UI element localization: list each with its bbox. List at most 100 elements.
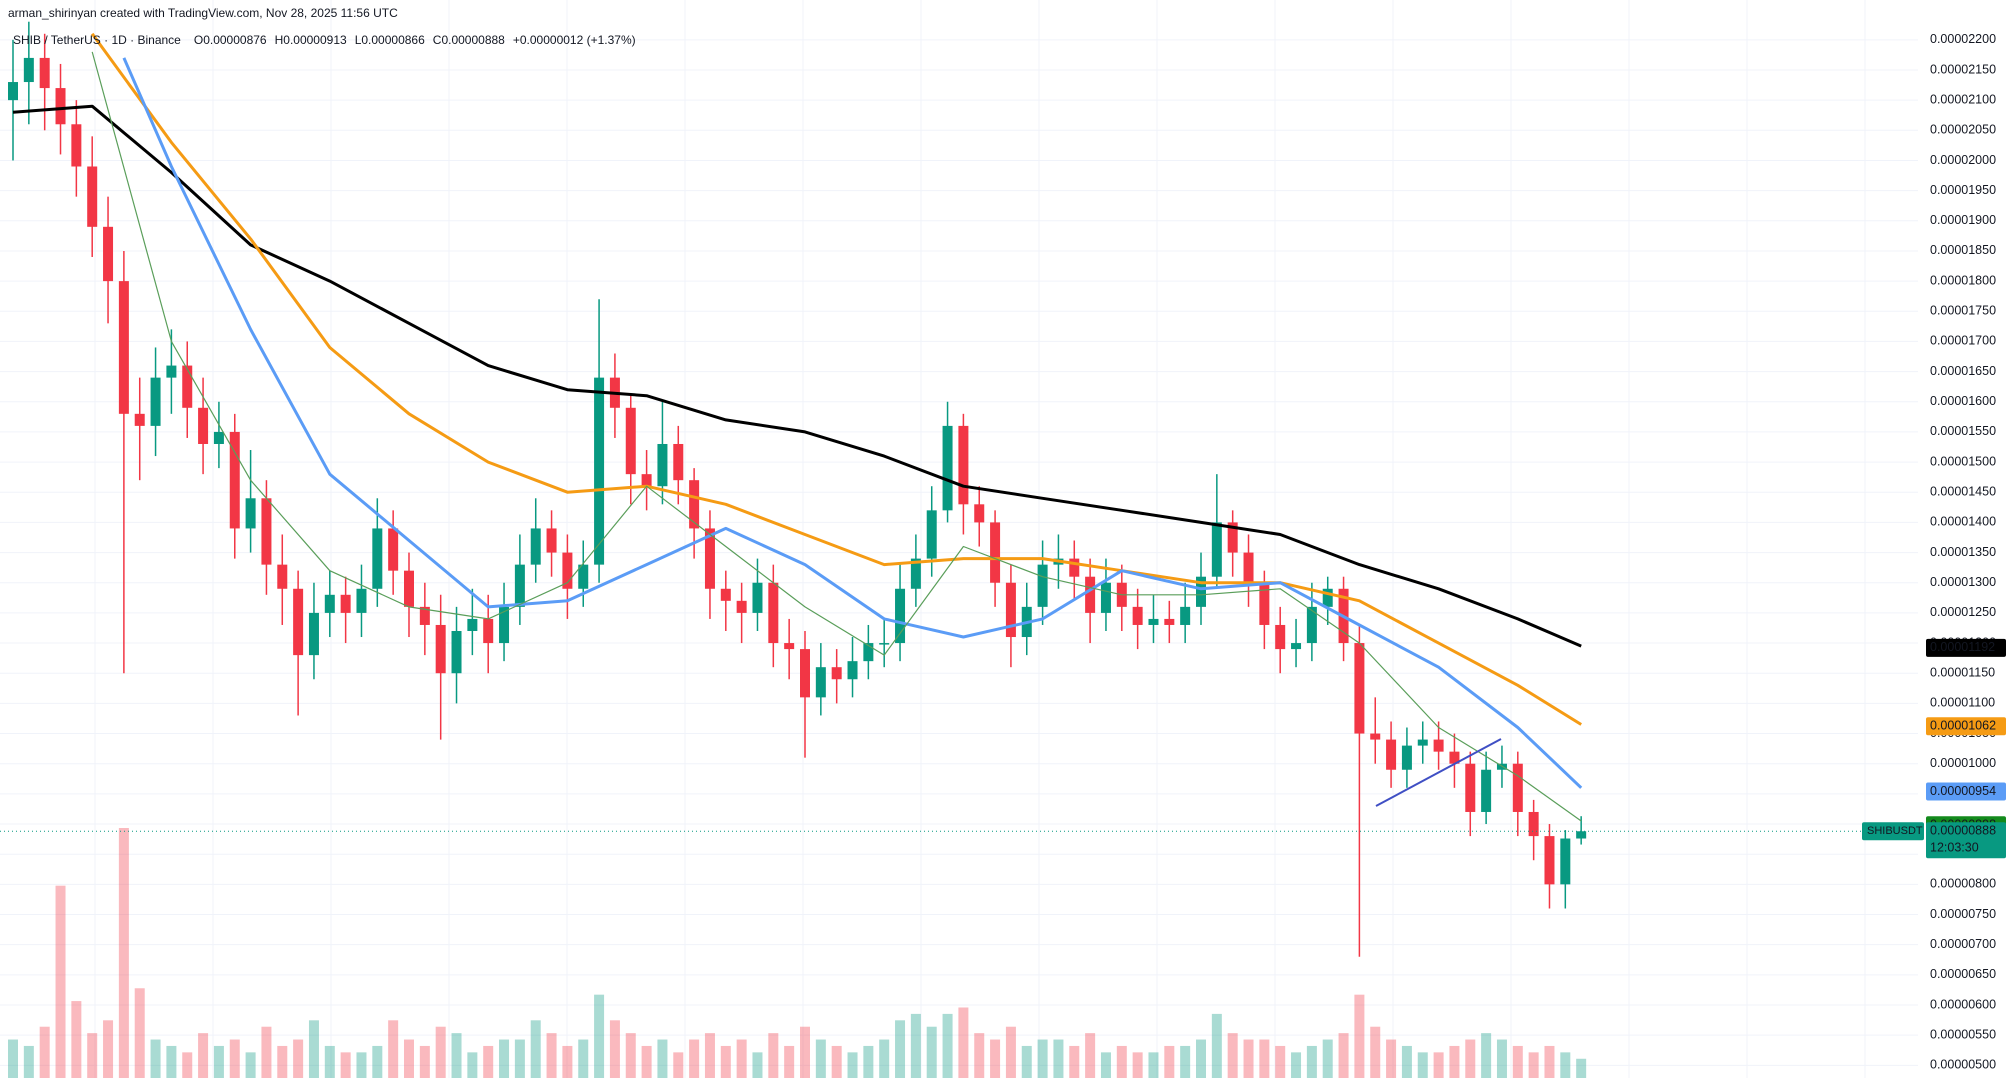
grid	[0, 0, 1918, 1078]
volume-bar	[1449, 1045, 1460, 1078]
last-price-label: 0.00000888	[1930, 824, 1996, 838]
candle-body	[71, 124, 82, 167]
volume-bar	[1433, 1052, 1444, 1078]
candle-body	[55, 88, 66, 125]
candle-body	[103, 226, 114, 282]
y-tick-label: 0.00001350	[1930, 545, 1996, 559]
candle-body	[340, 594, 351, 613]
candle-body	[419, 606, 430, 625]
volume-bar	[1560, 1052, 1571, 1078]
volume-bar	[689, 1039, 700, 1078]
y-tick-label: 0.00002200	[1930, 32, 1996, 46]
price-axis: 0.00000500 0.00000550 0.00000600 0.00000650…	[1862, 32, 2006, 1072]
volume-bar	[372, 1045, 383, 1078]
symbol-badge-label: SHIBUSDT	[1867, 825, 1923, 837]
candle-body	[1259, 582, 1270, 625]
volume-bar	[736, 1039, 747, 1078]
y-tick-label: 0.00001000	[1930, 756, 1996, 770]
volume-bar	[55, 885, 66, 1078]
volume-bar	[673, 1052, 684, 1078]
volume-bar	[1322, 1039, 1333, 1078]
candle-body	[499, 606, 510, 644]
y-tick-label: 0.00001150	[1930, 666, 1995, 680]
candle-body	[657, 443, 668, 487]
volume-bar	[578, 1039, 589, 1078]
volume-bar	[198, 1033, 209, 1078]
symbol: SHIB / TetherUS · 1D · Binance	[13, 33, 181, 47]
volume-bar	[720, 1045, 731, 1078]
candle-body	[356, 588, 367, 613]
volume-bar	[419, 1045, 430, 1078]
volume-bar	[340, 1052, 351, 1078]
y-tick-label: 0.00000650	[1930, 967, 1996, 981]
volume-bar	[324, 1045, 335, 1078]
candle-body	[530, 528, 541, 565]
plot	[0, 21, 1918, 1078]
candle-body	[1481, 769, 1492, 812]
candle-body	[372, 528, 383, 589]
candle-body	[546, 528, 557, 553]
volume-bar	[926, 1026, 937, 1078]
volume-bar	[1465, 1039, 1476, 1078]
candle-body	[1433, 739, 1444, 752]
volume-bar	[594, 994, 605, 1078]
candle-body	[1132, 606, 1143, 625]
volume-bar	[879, 1039, 890, 1078]
candle-body	[1085, 576, 1096, 613]
ma-line	[91, 51, 1582, 822]
volume-bar	[39, 1026, 50, 1078]
ma-line	[90, 32, 1582, 726]
candle-body	[87, 166, 98, 227]
volume-bar	[1053, 1039, 1064, 1078]
trend-line	[1375, 738, 1502, 807]
candle-body	[1180, 606, 1191, 625]
candle-body	[1544, 836, 1555, 885]
ohlc-key: L	[355, 33, 362, 47]
ohlc-value: 0.00000913	[283, 33, 347, 47]
y-tick-label: 0.00001300	[1930, 575, 1996, 589]
volume-bar	[800, 1026, 810, 1078]
candle-body	[1417, 739, 1428, 746]
volume-bar	[118, 828, 129, 1078]
volume-bar	[1386, 1039, 1397, 1078]
volume-bar	[1037, 1039, 1048, 1078]
volume-bar	[1275, 1045, 1286, 1078]
candle-body	[863, 643, 874, 662]
volume-bar	[1512, 1045, 1523, 1078]
volume-bar	[1227, 1033, 1238, 1078]
candle-body	[800, 649, 810, 698]
candle-body	[1512, 763, 1523, 812]
volume-bar	[1211, 1013, 1222, 1078]
candle-body	[1370, 733, 1381, 740]
volume-bar	[166, 1045, 177, 1078]
candle-body	[958, 425, 969, 505]
volume-bar	[467, 1052, 478, 1078]
y-tick-label: 0.00001700	[1930, 334, 1996, 348]
candle-body	[150, 377, 161, 426]
candle-body	[1005, 582, 1016, 638]
y-tick-label: 0.00000750	[1930, 907, 1996, 921]
candle-body	[514, 564, 525, 607]
y-tick-label: 0.00002100	[1930, 92, 1996, 106]
candle-body	[293, 588, 304, 656]
volume-bar	[1338, 1033, 1349, 1078]
volume-bar	[1417, 1052, 1428, 1078]
volume-bar	[974, 1033, 985, 1078]
volume-bar	[483, 1045, 494, 1078]
candle-body	[1576, 831, 1587, 839]
volume-bar	[1180, 1045, 1191, 1078]
volume-bar	[863, 1045, 874, 1078]
y-tick-label: 0.00000800	[1930, 877, 1996, 891]
volume-bar	[499, 1039, 510, 1078]
volume-bar	[451, 1033, 462, 1078]
volume-bar	[356, 1052, 367, 1078]
candle-body	[910, 558, 921, 589]
y-tick-label: 0.00000600	[1930, 997, 1996, 1011]
candle-body	[942, 425, 953, 511]
volume-bar	[514, 1039, 525, 1078]
volume-bar	[1100, 1052, 1111, 1078]
candle-body	[1322, 588, 1333, 607]
volume-bar	[103, 1020, 114, 1078]
countdown: 12:03:30	[1930, 841, 1979, 855]
